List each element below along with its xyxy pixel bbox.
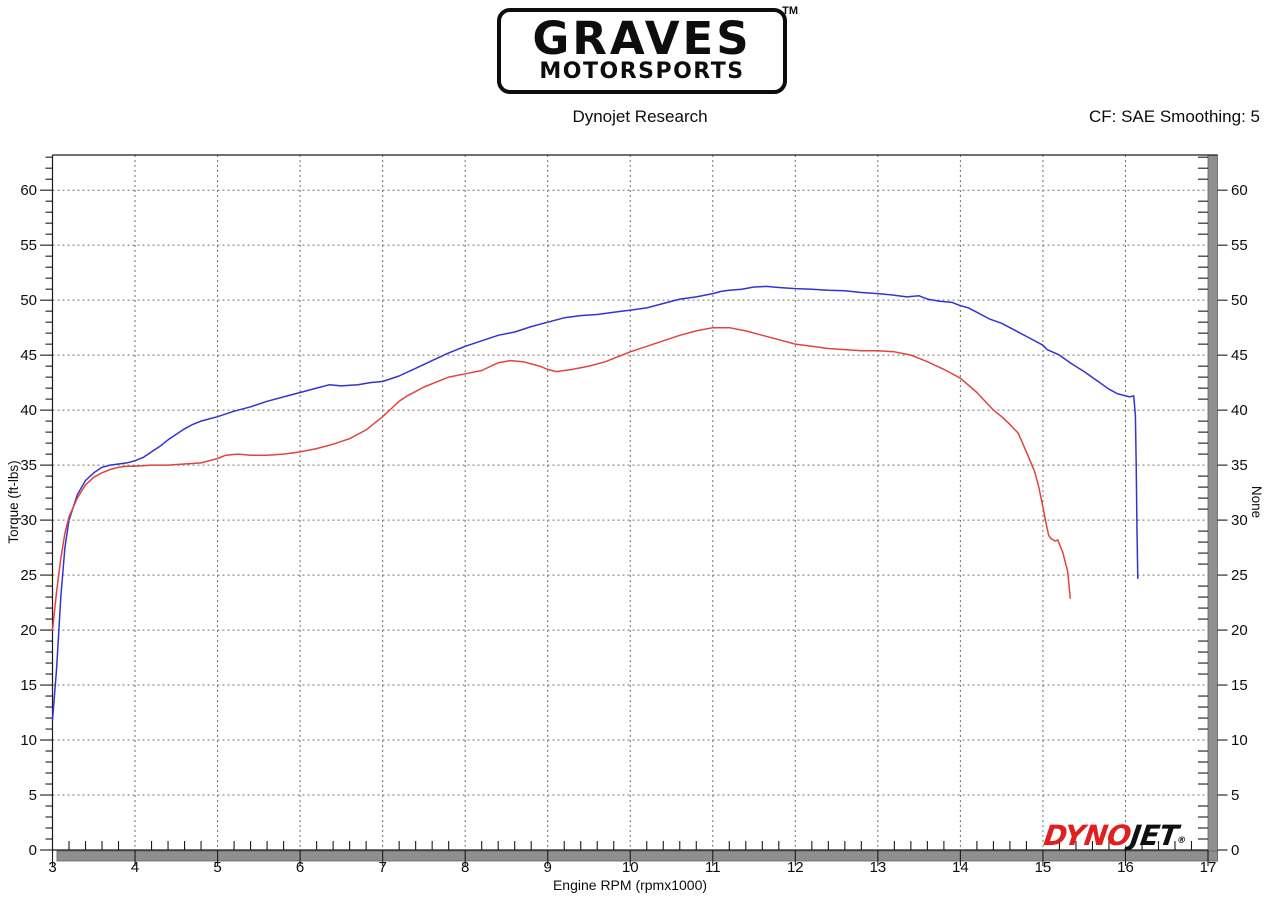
- svg-text:60: 60: [20, 182, 37, 199]
- svg-text:10: 10: [622, 859, 639, 876]
- svg-text:40: 40: [1231, 402, 1248, 419]
- x-axis-title: Engine RPM (rpmx1000): [553, 877, 707, 893]
- svg-text:16: 16: [1117, 859, 1134, 876]
- svg-text:20: 20: [20, 622, 37, 639]
- svg-text:25: 25: [20, 567, 37, 584]
- svg-text:0: 0: [29, 842, 37, 859]
- svg-text:14: 14: [952, 859, 969, 876]
- svg-text:50: 50: [20, 292, 37, 309]
- dynojet-logo-dyno: DYNO: [1041, 819, 1133, 852]
- data-series: [51, 285, 1139, 721]
- graves-motorsports-logo: GRAVES MOTORSPORTS TM: [497, 5, 798, 94]
- chart-subtitle: Dynojet Research: [572, 107, 708, 126]
- svg-text:40: 40: [20, 402, 37, 419]
- svg-text:30: 30: [1231, 512, 1248, 529]
- registered-symbol: ®: [1176, 836, 1187, 846]
- svg-text:0: 0: [1231, 842, 1239, 859]
- svg-text:35: 35: [20, 457, 37, 474]
- svg-text:10: 10: [20, 732, 37, 749]
- svg-text:60: 60: [1231, 182, 1248, 199]
- curve-red-run: [51, 326, 1071, 631]
- svg-text:5: 5: [213, 859, 221, 876]
- svg-text:5: 5: [29, 787, 37, 804]
- svg-text:7: 7: [378, 859, 386, 876]
- svg-text:50: 50: [1231, 292, 1248, 309]
- svg-text:9: 9: [544, 859, 552, 876]
- svg-text:10: 10: [1231, 732, 1248, 749]
- svg-text:15: 15: [20, 677, 37, 694]
- trademark-symbol: TM: [782, 5, 798, 17]
- svg-text:3: 3: [48, 859, 56, 876]
- svg-text:55: 55: [1231, 237, 1248, 254]
- svg-text:30: 30: [20, 512, 37, 529]
- svg-text:55: 55: [20, 237, 37, 254]
- curve-blue-run: [51, 285, 1139, 721]
- svg-text:15: 15: [1035, 859, 1052, 876]
- gridlines: [52, 155, 1208, 850]
- dynojet-logo-jet: JET: [1128, 819, 1181, 852]
- svg-text:25: 25: [1231, 567, 1248, 584]
- dynojet-logo: DYNOJET®: [1041, 819, 1188, 852]
- y-axis-title-right: None: [1249, 486, 1264, 518]
- svg-text:45: 45: [20, 347, 37, 364]
- svg-text:45: 45: [1231, 347, 1248, 364]
- svg-text:15: 15: [1231, 677, 1248, 694]
- axis-titles: Torque (ft-lbs) None Engine RPM (rpmx1000): [6, 460, 1264, 893]
- svg-text:8: 8: [461, 859, 469, 876]
- axis-ticks: [40, 156, 1228, 866]
- svg-text:11: 11: [705, 859, 721, 876]
- logo-text-motorsports: MOTORSPORTS: [539, 58, 745, 84]
- svg-text:20: 20: [1231, 622, 1248, 639]
- svg-text:6: 6: [296, 859, 304, 876]
- svg-text:12: 12: [787, 859, 804, 876]
- svg-text:5: 5: [1231, 787, 1239, 804]
- correction-factor-label: CF: SAE Smoothing: 5: [1088, 107, 1260, 126]
- svg-text:13: 13: [870, 859, 887, 876]
- logo-text-graves: GRAVES: [532, 12, 752, 66]
- y-axis-title-left: Torque (ft-lbs): [6, 460, 21, 543]
- svg-text:4: 4: [131, 859, 139, 876]
- svg-text:17: 17: [1200, 859, 1217, 876]
- svg-text:35: 35: [1231, 457, 1248, 474]
